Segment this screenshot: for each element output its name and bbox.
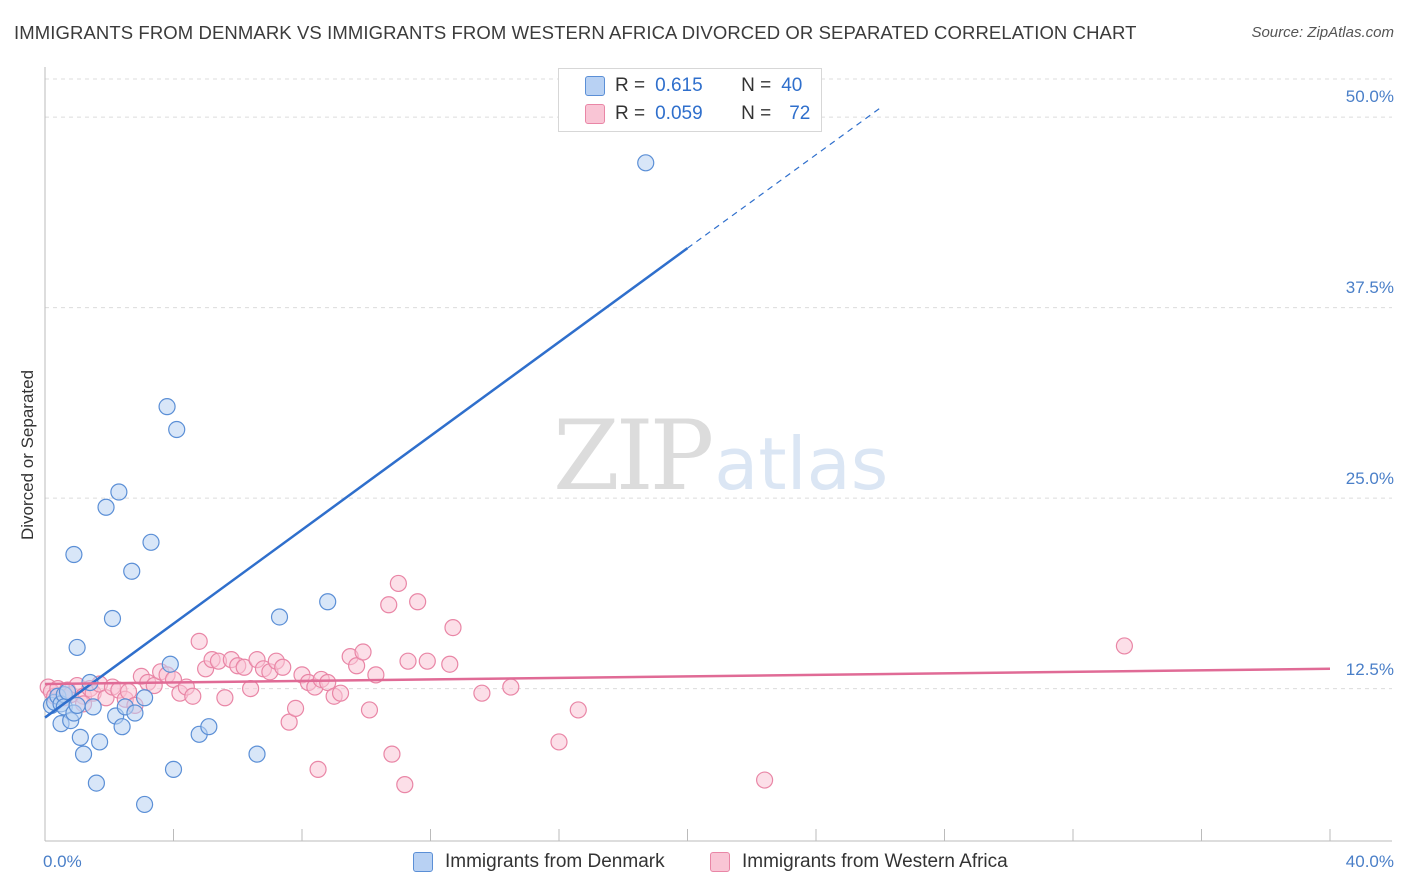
data-point-denmark xyxy=(142,533,160,551)
y-tick-label: 12.5% xyxy=(1345,660,1394,679)
legend-n-value: 72 xyxy=(789,103,811,124)
data-point-denmark xyxy=(103,609,122,628)
data-point-denmark xyxy=(74,745,93,763)
data-point-western-africa xyxy=(274,658,292,676)
data-point-western-africa xyxy=(190,632,208,650)
data-point-denmark xyxy=(200,718,218,736)
series-western-africa-points xyxy=(39,574,1134,794)
y-tick-label: 25.0% xyxy=(1345,469,1394,488)
data-point-western-africa xyxy=(354,643,372,661)
data-point-western-africa xyxy=(383,745,401,763)
data-point-western-africa xyxy=(396,776,414,794)
y-tick-label: 37.5% xyxy=(1345,278,1394,297)
denmark-legend-icon xyxy=(413,852,433,872)
chart-title: IMMIGRANTS FROM DENMARK VS IMMIGRANTS FR… xyxy=(14,22,1137,43)
data-point-western-africa xyxy=(216,689,234,707)
data-point-western-africa xyxy=(380,596,398,614)
data-point-denmark xyxy=(68,638,86,657)
western-africa-swatch-icon xyxy=(585,104,605,124)
data-point-denmark xyxy=(71,728,89,746)
data-point-western-africa xyxy=(569,701,587,719)
legend-r-value: 0.615 xyxy=(655,75,703,96)
data-point-western-africa xyxy=(473,684,491,702)
data-point-denmark xyxy=(97,498,115,516)
bottom-legend-label: Immigrants from Western Africa xyxy=(742,851,1008,872)
trend-line-denmark xyxy=(44,247,689,719)
data-point-western-africa xyxy=(389,574,407,593)
x-tick-label-min: 0.0% xyxy=(43,852,82,871)
series-denmark-points xyxy=(42,154,655,814)
x-tick-label-max: 40.0% xyxy=(1345,852,1394,871)
data-point-western-africa xyxy=(409,593,427,611)
y-axis-label: Divorced or Separated xyxy=(18,369,37,541)
gridlines xyxy=(45,78,1392,690)
data-point-denmark xyxy=(110,483,128,501)
bottom-legend-label: Immigrants from Denmark xyxy=(445,851,665,872)
data-point-denmark xyxy=(113,718,131,736)
data-point-denmark xyxy=(164,760,183,778)
stats-legend: R = 0.615 N = 40 R = 0.059 N = 72 xyxy=(558,68,822,132)
data-point-western-africa xyxy=(755,771,774,789)
data-point-denmark xyxy=(135,689,154,707)
legend-r-value: 0.059 xyxy=(655,103,703,124)
data-point-denmark xyxy=(637,154,655,172)
data-point-western-africa xyxy=(502,678,520,696)
data-point-western-africa xyxy=(360,701,379,719)
data-point-western-africa xyxy=(550,733,568,751)
bottom-legend-denmark: Immigrants from Denmark xyxy=(413,851,665,873)
legend-n-label: N = xyxy=(741,103,772,124)
legend-r-label: R = xyxy=(615,75,646,96)
data-point-western-africa xyxy=(235,658,253,676)
data-point-denmark xyxy=(123,562,141,580)
trend-lines xyxy=(44,107,1331,719)
trend-line-denmark-extension xyxy=(687,107,881,249)
data-point-denmark xyxy=(161,655,179,673)
legend-r-label: R = xyxy=(615,103,646,124)
data-point-denmark xyxy=(158,398,176,416)
data-point-denmark xyxy=(126,704,144,722)
data-point-western-africa xyxy=(1115,637,1134,655)
data-point-western-africa xyxy=(242,679,260,698)
legend-row-denmark: R = 0.615 N = 40 xyxy=(585,74,802,98)
data-point-denmark xyxy=(84,698,102,716)
denmark-swatch-icon xyxy=(585,76,605,96)
data-point-western-africa xyxy=(444,619,462,637)
data-point-western-africa xyxy=(184,687,202,705)
data-point-denmark xyxy=(87,774,106,792)
data-point-denmark xyxy=(135,795,154,814)
data-point-western-africa xyxy=(418,652,436,670)
data-point-western-africa xyxy=(331,684,350,702)
trend-line-western-africa xyxy=(44,667,1331,686)
data-point-western-africa xyxy=(309,760,327,778)
legend-row-western-africa: R = 0.059 N = 72 xyxy=(585,102,810,126)
data-point-denmark xyxy=(91,733,109,751)
data-point-denmark xyxy=(68,696,86,714)
legend-n-value: 40 xyxy=(781,75,803,96)
axes xyxy=(44,67,1392,842)
data-point-denmark xyxy=(168,420,186,439)
bottom-legend-western-africa: Immigrants from Western Africa xyxy=(710,851,1008,873)
data-point-western-africa xyxy=(286,699,305,718)
data-point-western-africa xyxy=(441,655,459,673)
data-point-denmark xyxy=(270,608,289,626)
data-point-denmark xyxy=(65,545,83,564)
y-tick-label: 50.0% xyxy=(1345,87,1394,106)
data-point-denmark xyxy=(319,593,337,611)
data-point-western-africa xyxy=(399,652,417,670)
data-point-denmark xyxy=(248,745,266,763)
legend-n-label: N = xyxy=(741,75,772,96)
western-africa-legend-icon xyxy=(710,852,730,872)
source-note: Source: ZipAtlas.com xyxy=(1251,24,1394,41)
